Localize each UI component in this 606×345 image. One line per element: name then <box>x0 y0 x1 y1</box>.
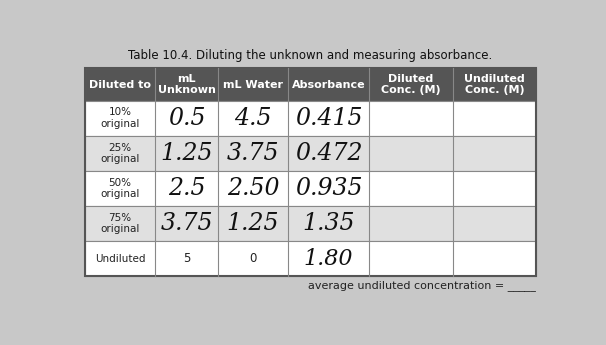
Text: average undiluted concentration = _____: average undiluted concentration = _____ <box>308 280 536 291</box>
Text: mL
Unknown: mL Unknown <box>158 74 216 95</box>
Text: mL Water: mL Water <box>223 79 283 89</box>
Text: 5: 5 <box>183 252 190 265</box>
Bar <box>85 136 536 171</box>
Bar <box>85 68 536 276</box>
Text: 2.50: 2.50 <box>227 177 279 200</box>
Text: 3.75: 3.75 <box>227 142 279 165</box>
Text: 75%
original: 75% original <box>101 213 140 234</box>
Bar <box>85 101 536 136</box>
Text: Table 10.4. Diluting the unknown and measuring absorbance.: Table 10.4. Diluting the unknown and mea… <box>128 49 493 62</box>
Bar <box>85 206 536 241</box>
Text: 0: 0 <box>250 252 257 265</box>
Text: 3.75: 3.75 <box>160 212 213 235</box>
Bar <box>85 171 536 206</box>
Text: Diluted to: Diluted to <box>89 79 151 89</box>
Text: 4.5: 4.5 <box>235 107 272 130</box>
Text: 1.80: 1.80 <box>304 248 353 270</box>
Text: Absorbance: Absorbance <box>292 79 365 89</box>
Text: 0.935: 0.935 <box>295 177 362 200</box>
Text: Undiluted
Conc. (M): Undiluted Conc. (M) <box>464 74 525 95</box>
Text: Diluted
Conc. (M): Diluted Conc. (M) <box>381 74 441 95</box>
Text: 1.25: 1.25 <box>227 212 279 235</box>
Text: 1.35: 1.35 <box>302 212 355 235</box>
Text: 10%
original: 10% original <box>101 107 140 129</box>
Text: 0.415: 0.415 <box>295 107 362 130</box>
Text: 50%
original: 50% original <box>101 178 140 199</box>
Text: 1.25: 1.25 <box>160 142 213 165</box>
Text: Undiluted: Undiluted <box>95 254 145 264</box>
Text: 2.5: 2.5 <box>168 177 205 200</box>
Text: 0.472: 0.472 <box>295 142 362 165</box>
Bar <box>85 241 536 276</box>
Bar <box>85 68 536 101</box>
Text: 0.5: 0.5 <box>168 107 205 130</box>
Text: 25%
original: 25% original <box>101 142 140 164</box>
